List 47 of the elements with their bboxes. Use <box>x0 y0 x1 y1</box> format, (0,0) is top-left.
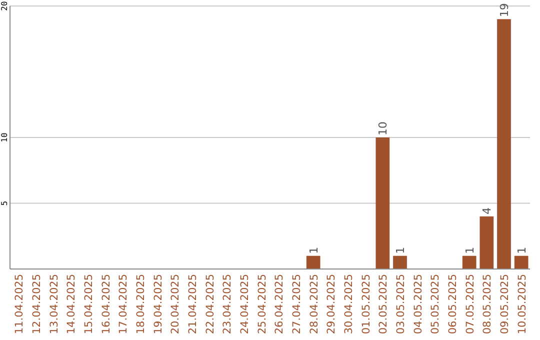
x-tick-label: 06.05.2025 <box>447 274 459 334</box>
data-label: 1 <box>307 246 320 254</box>
y-tick-label: 20 <box>0 1 9 11</box>
bar <box>393 256 407 269</box>
x-tick-label: 01.05.2025 <box>360 274 372 334</box>
x-tick-label: 07.05.2025 <box>464 274 476 334</box>
x-tick-label: 28.04.2025 <box>308 274 320 334</box>
x-tick-label: 22.04.2025 <box>204 274 216 334</box>
bar <box>497 19 511 269</box>
x-tick-label: 25.04.2025 <box>256 274 268 334</box>
x-tick-label: 18.04.2025 <box>135 274 147 334</box>
x-tick-label: 30.04.2025 <box>343 274 355 334</box>
bar <box>514 256 528 269</box>
x-tick-label: 10.05.2025 <box>516 274 528 334</box>
x-tick-label: 16.04.2025 <box>100 274 112 334</box>
data-label: 4 <box>480 207 494 214</box>
y-tick-label: 10 <box>0 132 9 142</box>
bar <box>376 138 390 269</box>
bar <box>480 216 494 269</box>
x-tick-label: 19.04.2025 <box>152 274 164 334</box>
x-tick-label: 04.05.2025 <box>412 274 424 334</box>
x-tick-label: 26.04.2025 <box>274 274 286 334</box>
bar <box>462 256 476 269</box>
x-tick-label: 15.04.2025 <box>83 274 95 334</box>
data-label: 1 <box>394 246 407 254</box>
data-label: 10 <box>376 122 390 136</box>
data-label: 19 <box>498 3 511 18</box>
data-label: 1 <box>463 246 476 254</box>
x-tick-label: 09.05.2025 <box>499 274 511 334</box>
x-tick-label: 20.04.2025 <box>170 274 182 334</box>
x-tick-label: 17.04.2025 <box>118 274 130 334</box>
bar <box>306 256 320 269</box>
x-tick-label: 27.04.2025 <box>291 274 303 334</box>
x-tick-label: 23.04.2025 <box>222 274 234 334</box>
data-label: 1 <box>515 246 528 254</box>
x-tick-label: 05.05.2025 <box>430 274 442 334</box>
x-tick-label: 12.04.2025 <box>31 274 43 334</box>
x-tick-label: 08.05.2025 <box>482 274 494 334</box>
x-tick-label: 13.04.2025 <box>48 274 60 334</box>
x-tick-label: 21.04.2025 <box>187 274 199 334</box>
x-tick-label: 29.04.2025 <box>326 274 338 334</box>
x-tick-label: 14.04.2025 <box>66 274 78 334</box>
x-tick-label: 11.04.2025 <box>14 274 26 334</box>
x-tick-label: 02.05.2025 <box>378 274 390 334</box>
x-tick-label: 24.04.2025 <box>239 274 251 334</box>
x-tick-label: 03.05.2025 <box>395 274 407 334</box>
y-tick-label: 5 <box>0 200 9 206</box>
